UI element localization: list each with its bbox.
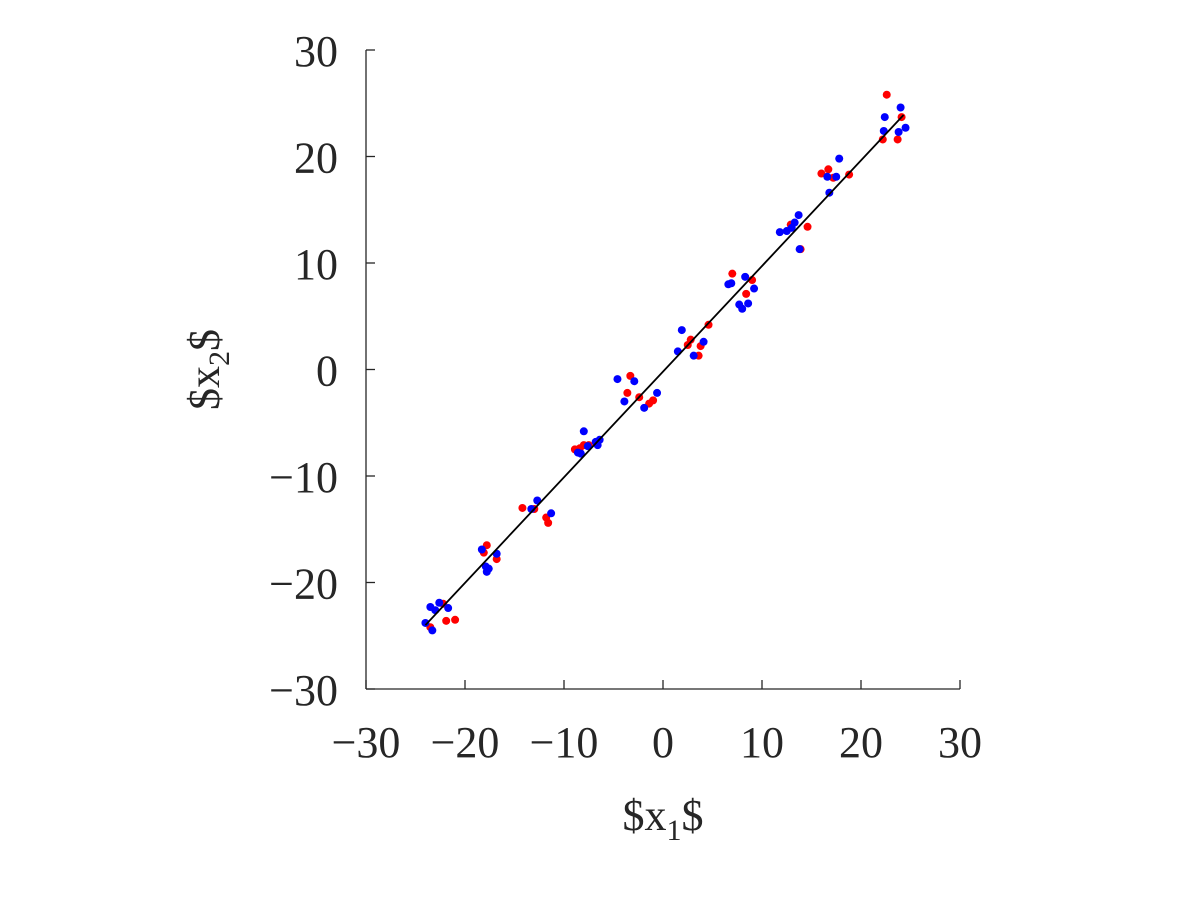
red-data-point [742, 289, 751, 298]
red-data-point [544, 518, 553, 527]
blue-data-point [583, 442, 592, 451]
blue-data-point [620, 397, 629, 406]
x-tick-label: −10 [530, 718, 599, 767]
red-data-point [803, 222, 812, 231]
blue-data-point [435, 598, 444, 607]
blue-data-point [894, 128, 903, 137]
blue-data-point [484, 564, 493, 573]
blue-data-point [576, 449, 585, 458]
data-points [421, 90, 910, 635]
axis-ticks: −30 −20 −10 0 10 20 30 −30 −20 −10 0 10 20 30 [269, 27, 982, 767]
blue-data-point [741, 272, 750, 281]
blue-data-point [579, 427, 588, 436]
blue-data-point [795, 245, 804, 254]
red-data-point [451, 615, 460, 624]
blue-data-point [750, 284, 759, 293]
blue-data-point [727, 279, 736, 288]
x-axis-label: $x1$ [623, 791, 704, 847]
plot-area: −30 −20 −10 0 10 20 30 −30 −20 −10 0 10 20 30 [269, 27, 982, 767]
y-tick-label: 20 [294, 134, 338, 183]
fit-line [424, 114, 905, 626]
blue-data-point [613, 375, 622, 384]
blue-data-point [428, 626, 437, 635]
blue-data-point [653, 388, 662, 397]
red-data-point [728, 269, 737, 278]
blue-data-point [790, 218, 799, 227]
blue-data-point [677, 326, 686, 335]
red-data-point [686, 335, 695, 344]
blue-data-point [431, 606, 440, 615]
blue-data-point [825, 188, 834, 197]
x-tick-label: 10 [740, 718, 784, 767]
blue-data-point [896, 103, 905, 112]
y-tick-label: 10 [294, 240, 338, 289]
red-data-point [878, 135, 887, 144]
red-data-point [893, 135, 902, 144]
y-axis-label: $x2$ [180, 329, 236, 410]
blue-data-point [444, 604, 453, 613]
x-tick-label: −30 [332, 718, 401, 767]
x-tick-label: −20 [431, 718, 500, 767]
x-tick-label: 20 [839, 718, 883, 767]
blue-data-point [640, 403, 649, 412]
y-tick-label: −30 [269, 666, 338, 715]
blue-data-point [775, 228, 784, 237]
red-data-point [442, 616, 451, 625]
blue-data-point [835, 154, 844, 163]
red-data-point [817, 169, 826, 178]
blue-data-point [794, 211, 803, 220]
y-tick-label: 30 [294, 27, 338, 76]
blue-data-point [477, 545, 486, 554]
blue-data-point [901, 123, 910, 132]
x-tick-label: 0 [652, 718, 674, 767]
blue-data-point [630, 377, 639, 386]
blue-data-point [689, 351, 698, 360]
red-data-point [623, 388, 632, 397]
x-tick-label: 30 [938, 718, 982, 767]
blue-data-point [832, 172, 841, 181]
y-tick-label: 0 [316, 347, 338, 396]
blue-data-point [421, 618, 430, 627]
red-data-point [649, 396, 658, 405]
red-data-point [518, 503, 527, 512]
y-tick-label: −20 [269, 560, 338, 609]
blue-data-point [880, 113, 889, 122]
blue-data-point [699, 337, 708, 346]
red-data-point [882, 90, 891, 99]
blue-data-point [673, 347, 682, 356]
red-data-point [824, 165, 833, 174]
y-tick-label: −10 [269, 453, 338, 502]
blue-data-point [823, 172, 832, 181]
blue-data-point [547, 509, 556, 518]
red-data-point [704, 320, 713, 329]
red-data-point [845, 170, 854, 179]
blue-data-point [738, 304, 747, 313]
blue-data-point [744, 299, 753, 308]
